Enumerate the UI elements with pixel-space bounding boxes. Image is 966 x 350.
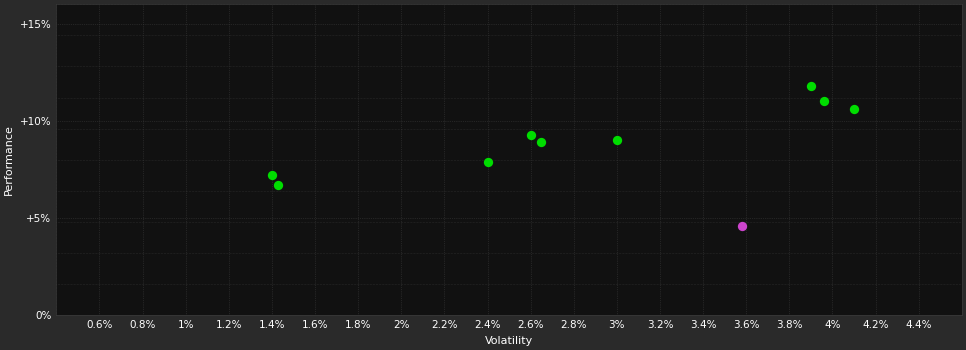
- Point: [270, 182, 286, 188]
- Point: [803, 83, 818, 89]
- Y-axis label: Performance: Performance: [4, 124, 14, 195]
- Point: [816, 99, 832, 104]
- Point: [523, 132, 538, 137]
- Point: [533, 140, 549, 145]
- Point: [480, 159, 496, 164]
- Point: [264, 173, 279, 178]
- Point: [610, 138, 625, 143]
- X-axis label: Volatility: Volatility: [485, 336, 533, 346]
- Point: [734, 223, 750, 229]
- Point: [846, 106, 862, 112]
